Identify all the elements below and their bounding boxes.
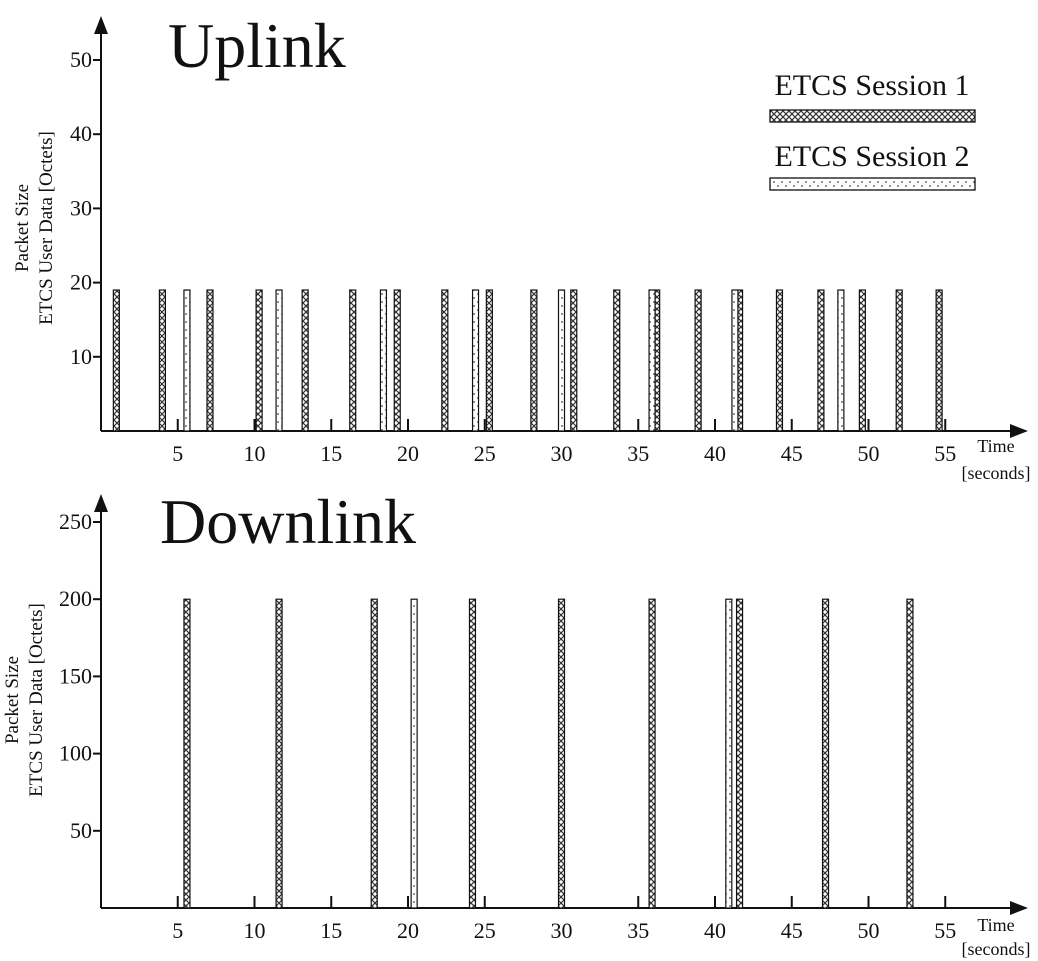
- uplink-y-arrowhead: [94, 16, 108, 34]
- uplink-x-tick-label: 30: [551, 441, 573, 466]
- uplink-x-tick-label: 35: [627, 441, 649, 466]
- downlink-panel: Downlink Packet Size ETCS User Data [Oct…: [2, 486, 1030, 959]
- uplink-xlabel-line2: [seconds]: [962, 463, 1031, 483]
- uplink-bar-session-2: [183, 289, 191, 432]
- uplink-bar-session-1: [393, 289, 401, 432]
- downlink-bar-session-1: [821, 598, 830, 909]
- uplink-x-tick-label: 50: [858, 441, 880, 466]
- downlink-x-tick-label: 35: [627, 918, 649, 943]
- downlink-y-tick-label: 100: [59, 741, 92, 766]
- uplink-bar-session-2: [275, 289, 283, 432]
- uplink-bar-session-1: [485, 289, 493, 432]
- uplink-bar-session-1: [158, 289, 166, 432]
- uplink-bar-session-1: [895, 289, 903, 432]
- downlink-bar-session-1: [735, 598, 744, 909]
- downlink-y-tick-label: 250: [59, 509, 92, 534]
- uplink-bar-session-1: [935, 289, 943, 432]
- uplink-xlabel-line1: Time: [977, 436, 1014, 456]
- legend: ETCS Session 1 ETCS Session 2: [769, 69, 976, 191]
- uplink-ylabel-line1: Packet Size: [12, 184, 33, 272]
- uplink-x-tick-label: 45: [781, 441, 803, 466]
- uplink-x-tick-label: 55: [934, 441, 956, 466]
- downlink-bar-session-1: [370, 598, 378, 909]
- uplink-bar-session-1: [441, 289, 449, 432]
- downlink-title: Downlink: [160, 486, 416, 557]
- downlink-ylabel-line2: ETCS User Data [Octets]: [26, 603, 47, 797]
- uplink-bar-session-2: [648, 289, 656, 432]
- uplink-bar-session-1: [255, 289, 263, 432]
- downlink-x-tick-label: 10: [244, 918, 266, 943]
- downlink-xlabel-line1: Time: [977, 915, 1014, 935]
- downlink-x-tick-label: 5: [172, 918, 183, 943]
- legend-label-session-2: ETCS Session 2: [774, 140, 969, 173]
- uplink-y-tick-label: 10: [70, 344, 92, 369]
- uplink-bar-session-1: [206, 289, 214, 432]
- uplink-bar-session-2: [731, 289, 739, 432]
- downlink-x-tick-label: 40: [704, 918, 726, 943]
- uplink-bar-session-1: [858, 289, 866, 432]
- downlink-x-tick-label: 25: [474, 918, 496, 943]
- downlink-ylabel-line1: Packet Size: [2, 656, 23, 744]
- downlink-x-tick-label: 45: [781, 918, 803, 943]
- downlink-bar-session-2: [725, 598, 733, 909]
- downlink-xlabel-line2: [seconds]: [962, 939, 1031, 959]
- downlink-x-tick-label: 20: [397, 918, 419, 943]
- downlink-x-arrowhead: [1010, 901, 1028, 915]
- uplink-bar-session-1: [349, 289, 357, 432]
- legend-swatch-session-1: [769, 109, 976, 123]
- downlink-y-tick-label: 150: [59, 663, 92, 688]
- downlink-x-tick-label: 55: [934, 918, 956, 943]
- uplink-x-tick-label: 25: [474, 441, 496, 466]
- uplink-bar-session-1: [817, 289, 825, 432]
- uplink-bar-session-1: [301, 289, 309, 432]
- downlink-bar-session-2: [410, 598, 418, 909]
- uplink-title: Uplink: [168, 10, 346, 81]
- uplink-bar-session-2: [379, 289, 388, 432]
- downlink-bar-session-1: [183, 598, 191, 909]
- uplink-bar-session-1: [694, 289, 702, 432]
- uplink-x-tick-label: 5: [172, 441, 183, 466]
- uplink-x-tick-label: 10: [244, 441, 266, 466]
- downlink-x-tick-label: 50: [858, 918, 880, 943]
- downlink-bar-session-1: [557, 598, 566, 909]
- uplink-bar-session-1: [775, 289, 784, 432]
- downlink-bar-session-1: [648, 598, 656, 909]
- uplink-bar-session-1: [112, 289, 120, 432]
- downlink-bar-session-1: [275, 598, 283, 909]
- downlink-x-tick-label: 15: [320, 918, 342, 943]
- uplink-x-tick-label: 40: [704, 441, 726, 466]
- uplink-y-tick-label: 50: [70, 47, 92, 72]
- downlink-bar-session-1: [906, 598, 914, 909]
- downlink-y-arrowhead: [94, 494, 108, 512]
- downlink-y-tick-label: 50: [70, 818, 92, 843]
- uplink-bar-session-2: [837, 289, 845, 432]
- uplink-bar-session-1: [613, 289, 621, 432]
- uplink-y-tick-label: 40: [70, 121, 92, 146]
- uplink-bar-session-2: [557, 289, 566, 432]
- legend-label-session-1: ETCS Session 1: [774, 69, 969, 102]
- uplink-y-tick-label: 20: [70, 270, 92, 295]
- downlink-bar-session-1: [468, 598, 477, 909]
- legend-swatch-session-2: [769, 177, 976, 191]
- uplink-x-tick-label: 15: [320, 441, 342, 466]
- uplink-bar-session-1: [570, 289, 578, 432]
- uplink-x-arrowhead: [1010, 424, 1028, 438]
- uplink-bar-session-2: [471, 289, 480, 432]
- uplink-panel: Uplink Packet Size ETCS User Data [Octet…: [12, 10, 1030, 483]
- uplink-x-tick-label: 20: [397, 441, 419, 466]
- uplink-bar-session-1: [530, 289, 538, 432]
- uplink-ylabel-line2: ETCS User Data [Octets]: [36, 131, 57, 325]
- downlink-y-tick-label: 200: [59, 586, 92, 611]
- downlink-x-tick-label: 30: [551, 918, 573, 943]
- uplink-y-tick-label: 30: [70, 195, 92, 220]
